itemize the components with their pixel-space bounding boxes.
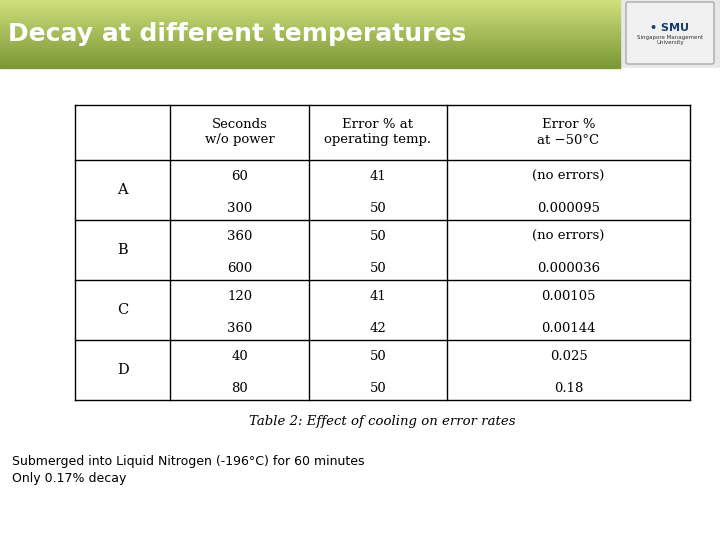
Text: 120: 120 [227,289,252,303]
Bar [0,45,620,48]
Bar [0,57,620,59]
Text: (no errors): (no errors) [532,230,605,242]
Text: 360: 360 [227,321,252,334]
Bar [0,11,620,14]
Text: 0.000095: 0.000095 [537,201,600,214]
Bar [0,27,620,30]
Text: Decay at different temperatures: Decay at different temperatures [8,22,467,46]
Bar [0,48,620,50]
Text: Submerged into Liquid Nitrogen (-196°C) for 60 minutes: Submerged into Liquid Nitrogen (-196°C) … [12,455,364,468]
Text: 300: 300 [227,201,252,214]
Text: 600: 600 [227,261,252,274]
Text: Seconds
w/o power: Seconds w/o power [204,118,274,146]
Bar [0,66,620,68]
Text: 41: 41 [369,289,386,303]
Text: 360: 360 [227,230,252,242]
Bar [0,38,620,41]
Bar [0,25,620,27]
Bar [0,34,620,36]
Bar [0,30,620,32]
Text: 0.00144: 0.00144 [541,321,595,334]
Text: A: A [117,183,128,197]
Text: Error %
at −50°C: Error % at −50°C [537,118,600,146]
Bar [0,32,620,34]
Text: 42: 42 [369,321,386,334]
Bar [0,68,720,540]
Text: 0.00105: 0.00105 [541,289,595,303]
Bar [0,14,620,16]
Text: B: B [117,243,128,257]
Text: 50: 50 [369,350,386,363]
Text: Only 0.17% decay: Only 0.17% decay [12,472,127,485]
Text: 80: 80 [231,381,248,395]
Bar [0,41,620,43]
Text: D: D [117,363,129,377]
Bar [0,2,620,4]
Text: 0.000036: 0.000036 [537,261,600,274]
Bar [0,23,620,25]
Bar [0,21,620,23]
Text: Table 2: Effect of cooling on error rates: Table 2: Effect of cooling on error rate… [249,415,516,429]
Text: 50: 50 [369,381,386,395]
Bar [0,0,620,2]
Text: • SMU: • SMU [650,23,690,33]
Text: (no errors): (no errors) [532,170,605,183]
Bar [0,55,620,57]
Text: 0.025: 0.025 [549,350,588,363]
Text: 50: 50 [369,261,386,274]
Bar [0,4,620,7]
Bar [0,18,620,21]
FancyBboxPatch shape [626,2,714,64]
Bar [0,52,620,55]
Bar [0,61,620,64]
Text: 50: 50 [369,230,386,242]
Text: 0.18: 0.18 [554,381,583,395]
Bar [0,16,620,18]
Bar [0,43,620,45]
Text: C: C [117,303,128,317]
Text: 60: 60 [231,170,248,183]
Bar [0,50,620,52]
Bar [0,9,620,11]
Text: Singapore Management
University: Singapore Management University [637,35,703,45]
Bar [0,64,620,66]
Bar [0,59,620,61]
Bar [0,7,620,9]
Text: Error % at
operating temp.: Error % at operating temp. [324,118,431,146]
Text: 40: 40 [231,350,248,363]
Bar [0,36,620,38]
Text: 41: 41 [369,170,386,183]
Text: 50: 50 [369,201,386,214]
